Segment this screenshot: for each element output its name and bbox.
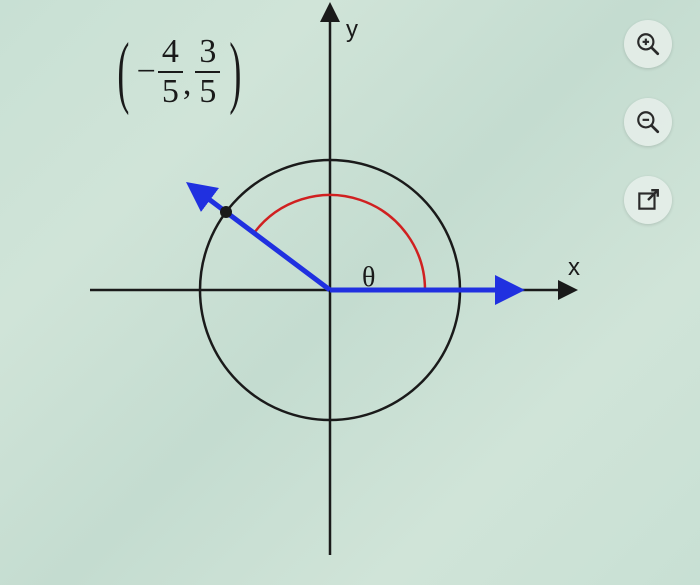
theta-arc [254,195,425,290]
zoom-out-button[interactable] [624,98,672,146]
terminal-point [220,206,232,218]
terminal-side-vector [198,191,330,290]
zoom-out-icon [635,109,661,135]
unit-circle-diagram: ( − 4 5 , 3 5 ) [0,0,700,585]
toolbar [624,20,672,224]
open-external-button[interactable] [624,176,672,224]
y-axis-label: y [346,16,358,44]
open-external-icon [635,187,661,213]
zoom-in-button[interactable] [624,20,672,68]
zoom-in-icon [635,31,661,57]
geometry-svg [0,0,700,585]
theta-label: θ [362,262,375,294]
x-axis-label: x [568,254,580,282]
